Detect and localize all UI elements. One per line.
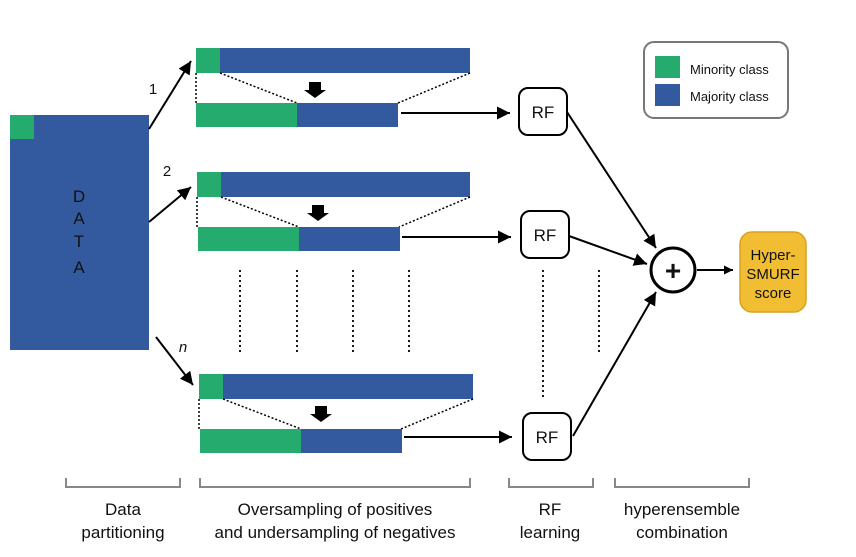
rf-label: RF [536,428,559,447]
legend: Minority class Majority class [643,41,789,119]
data-block: D A T A [10,115,149,350]
stage-caption-line2: and undersampling of negatives [215,523,456,542]
stage-caption-line2: combination [636,523,728,542]
undersampled-majority-bar [301,429,402,453]
rf-label: RF [532,103,555,122]
partition-label-1: 1 [149,81,157,98]
legend-minority-swatch [655,56,680,78]
partition-label-2: 2 [163,163,171,180]
projection-dots [219,72,298,104]
partition-arrow-n [155,336,194,386]
data-letter: A [73,209,85,228]
oversampled-minority-bar [198,227,299,251]
sampling-row-1 [195,48,510,127]
data-letter: T [74,232,84,251]
stage-caption-line1: hyperensemble [624,500,740,519]
legend-majority-swatch [655,84,680,106]
down-arrow-icon [304,82,326,98]
score-box-shape [739,231,807,313]
data-majority-area [10,115,149,350]
combiner-node: + [649,246,697,294]
original-minority-bar [199,374,223,399]
undersampled-majority-bar [297,103,398,127]
partition-arrows: 1 2 n [148,60,194,386]
stage-brackets [65,478,750,488]
partition-label-n: n [179,339,187,356]
rf-box: RF [522,412,572,461]
projection-dots [397,72,471,104]
stage-caption-line1: Oversampling of positives [238,500,433,519]
score-line-1: Hyper- [750,247,795,264]
original-minority-bar [196,48,220,73]
oversampled-minority-bar [200,429,301,453]
stage-caption-line2: learning [520,523,581,542]
bracket-oversampling [199,478,471,488]
stage-caption-line1: Data [105,500,141,519]
bracket-rf-learning [508,478,594,488]
projection-dots [400,398,474,430]
projection-dots [220,196,300,228]
down-arrow-icon [310,406,332,422]
down-arrow-icon [307,205,329,221]
original-majority-bar [199,374,473,399]
score-line-3: score [755,285,792,302]
bracket-hyperensemble [614,478,750,488]
original-majority-bar [197,172,470,197]
rf-label: RF [534,226,557,245]
rf-box: RF [518,87,568,136]
score-line-2: SMURF [746,266,799,283]
original-minority-bar [197,172,221,197]
stage-captions: Data partitioning Oversampling of positi… [81,500,740,542]
data-minority-area [10,115,34,139]
bracket-data-partitioning [65,478,181,488]
data-letter: A [73,258,85,277]
partition-arrow-1 [148,60,192,130]
projection-dots [222,398,302,430]
stage-caption-line2: partitioning [81,523,164,542]
combine-arrows [566,111,733,437]
projection-dots [398,196,471,228]
ellipsis-dots [239,270,600,400]
data-letter: D [73,187,85,206]
legend-minority-label: Minority class [690,62,769,77]
legend-majority-label: Majority class [690,89,769,104]
partition-arrow-2 [148,186,192,223]
oversampled-minority-bar [196,103,297,127]
plus-icon: + [665,255,681,286]
hypersmurf-score-box: Hyper- SMURF score [739,231,807,313]
undersampled-majority-bar [299,227,400,251]
stage-caption-line1: RF [539,500,562,519]
sampling-row-n [198,374,512,453]
rf-box: RF [520,210,570,259]
sampling-row-2 [196,172,511,251]
original-majority-bar [196,48,470,73]
legend-frame [643,41,789,119]
